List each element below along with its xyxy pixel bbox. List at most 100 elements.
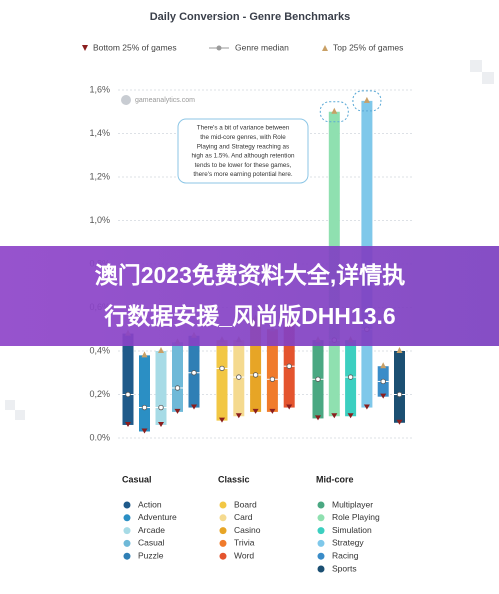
legend-dot: [317, 539, 325, 547]
legend-dot: [219, 539, 227, 547]
median-marker: [396, 391, 403, 398]
range-bar: [139, 355, 150, 432]
annotation-line: high as 1.5%. And although retention: [192, 153, 295, 160]
range-bar: [172, 342, 183, 412]
bottom-marker: [252, 408, 259, 414]
legend-dot: [219, 501, 227, 509]
legend-label: Genre median: [235, 42, 289, 52]
genre-label: Trivia: [234, 538, 255, 548]
range-bar: [266, 329, 278, 412]
genre-label: Arcade: [138, 525, 165, 535]
y-tick-label: 1,4%: [89, 128, 110, 138]
median-marker: [174, 385, 181, 391]
decor: [5, 400, 15, 410]
range-bar: [250, 318, 262, 412]
median-marker: [252, 372, 259, 378]
bottom-marker: [347, 413, 354, 419]
bottom-marker: [235, 413, 242, 419]
legend-dot: [123, 539, 131, 547]
y-tick-label: 0,2%: [89, 389, 110, 399]
legend-label: Top 25% of games: [333, 42, 403, 52]
bottom-marker: [191, 404, 197, 410]
range-bar: [122, 333, 134, 425]
median-marker: [286, 363, 292, 369]
legend-dot: [317, 514, 325, 522]
annotation-line: There's a bit of variance between: [197, 125, 290, 132]
logo: [121, 95, 131, 105]
banner: [0, 246, 499, 346]
genre-label: Adventure: [138, 512, 177, 522]
bottom-marker: [363, 404, 370, 410]
banner-text: 澳门2023免费资料大全,详情执: [95, 262, 406, 288]
median-marker: [315, 376, 321, 382]
bottom-marker: [174, 408, 181, 414]
bottom-marker: [269, 408, 276, 414]
highlight: [319, 101, 349, 123]
genre-label: Sports: [332, 563, 357, 573]
range-bar: [283, 318, 295, 408]
median-marker: [158, 404, 164, 411]
legend-marker: [82, 45, 88, 51]
genre-label: Strategy: [332, 538, 364, 548]
top-marker: [141, 351, 148, 358]
range-bar: [394, 351, 405, 423]
top-marker: [380, 362, 387, 369]
decor: [15, 410, 25, 420]
range-bar: [216, 340, 228, 421]
genre-label: Casino: [234, 525, 261, 535]
genre-label: Action: [138, 499, 162, 509]
group-title: Mid-core: [316, 474, 354, 484]
median-marker: [347, 374, 354, 380]
bottom-marker: [141, 428, 148, 434]
legend-dot: [219, 527, 227, 535]
top-marker: [396, 347, 403, 353]
legend-dot: [123, 514, 131, 522]
legend-dot: [123, 501, 131, 509]
legend-dot: [317, 527, 325, 535]
top-marker: [331, 107, 338, 114]
legend-marker: [322, 45, 328, 51]
genre-label: Board: [234, 499, 257, 509]
genre-label: Casual: [138, 538, 165, 548]
median-marker: [380, 378, 386, 385]
median-marker: [191, 370, 197, 376]
genre-label: Puzzle: [138, 550, 164, 560]
bottom-marker: [331, 413, 338, 419]
source: gameanalytics.com: [135, 97, 195, 104]
group-title: Classic: [218, 474, 250, 484]
range-bar: [155, 351, 167, 425]
annotation-box: [177, 118, 309, 184]
highlight: [352, 90, 382, 112]
genre-label: Role Playing: [332, 512, 380, 522]
genre-label: Card: [234, 512, 253, 522]
annotation-line: there's more earning potential here.: [193, 171, 292, 178]
y-tick-label: 1,2%: [89, 171, 110, 181]
chart-title: Daily Conversion - Genre Benchmarks: [150, 11, 351, 23]
bottom-marker: [315, 415, 321, 421]
genre-label: Word: [234, 550, 254, 560]
median-marker: [141, 404, 148, 411]
y-tick-label: 0,4%: [89, 345, 110, 355]
genre-label: Multiplayer: [332, 499, 373, 509]
banner-text: 行数据安援_风尚版DHH13.6: [103, 303, 395, 329]
legend-dot: [317, 552, 325, 560]
group-title: Casual: [122, 474, 152, 484]
legend-dot: [219, 552, 227, 560]
y-tick-label: 1,0%: [89, 215, 110, 225]
median-marker: [125, 391, 131, 398]
legend-dot: [219, 514, 227, 522]
y-tick-label: 0.0%: [89, 432, 110, 442]
legend-dot: [123, 527, 131, 535]
top-marker: [363, 96, 370, 103]
genre-label: Simulation: [332, 525, 372, 535]
legend-dot: [317, 565, 325, 573]
legend-dot: [317, 501, 325, 509]
genre-label: Racing: [332, 550, 359, 560]
median-marker: [219, 365, 225, 372]
legend-dot: [123, 552, 131, 560]
decor: [482, 72, 494, 84]
decor: [470, 60, 482, 72]
top-marker: [158, 347, 164, 353]
median-marker: [236, 374, 242, 380]
